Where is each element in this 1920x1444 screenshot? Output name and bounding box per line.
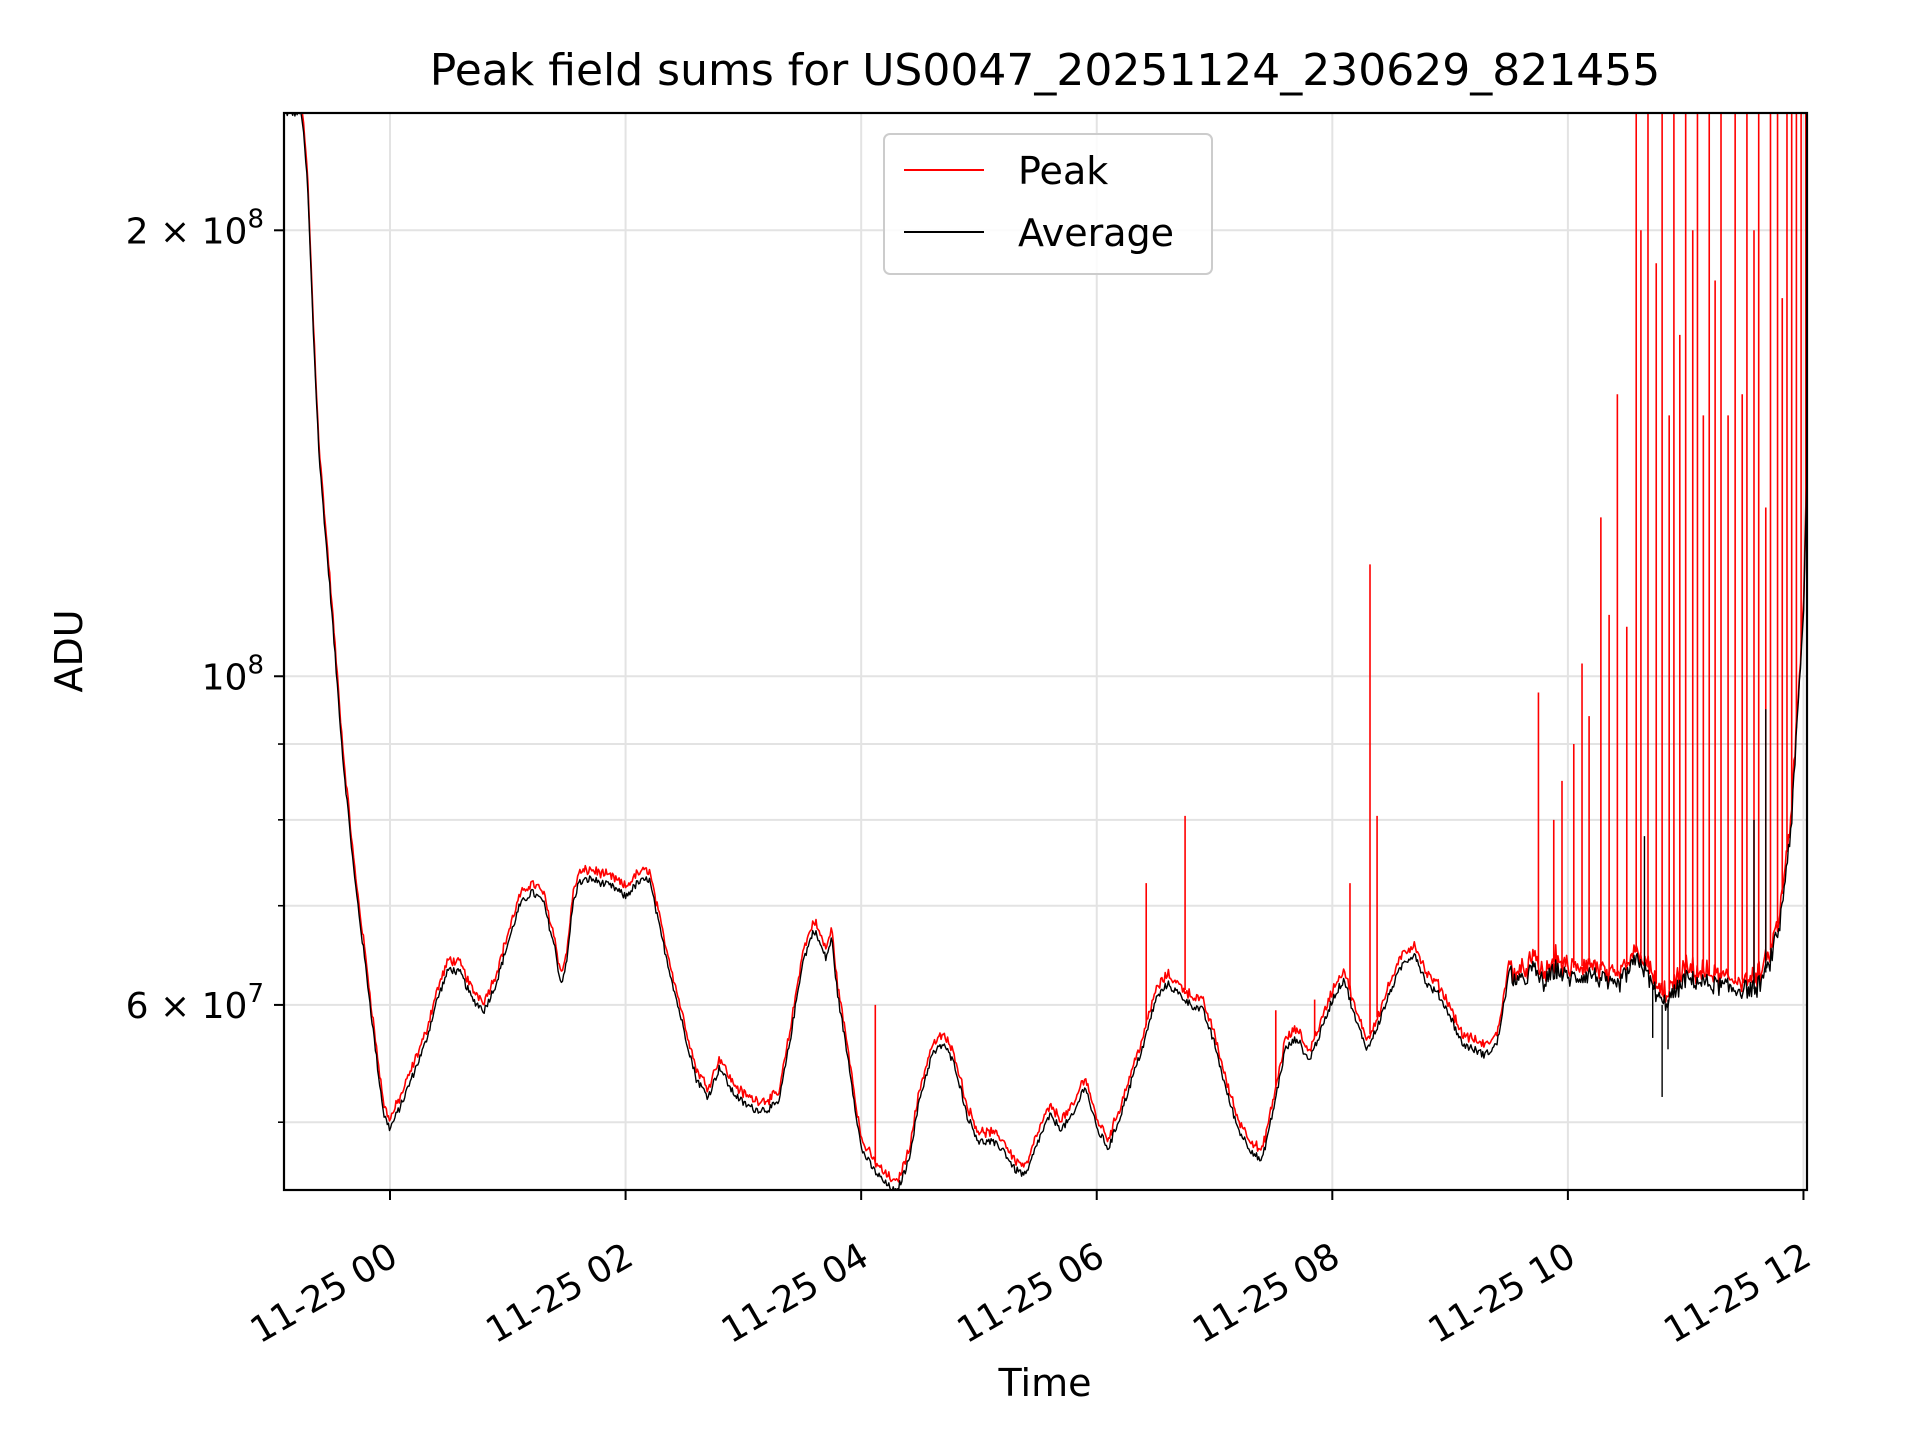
legend: Peak Average [883, 133, 1213, 275]
legend-label-peak: Peak [1018, 149, 1108, 193]
y-tick-times: × [149, 211, 202, 252]
y-tick-label: 6 × 107 [126, 979, 264, 1027]
y-tick-mantissa: 6 [126, 986, 149, 1027]
y-tick-exponent: 8 [247, 650, 264, 680]
x-axis-label: Time [998, 1361, 1092, 1405]
legend-label-average: Average [1018, 211, 1174, 255]
y-tick-base: 10 [202, 986, 248, 1027]
y-tick-label: 108 [202, 650, 264, 698]
series-layer [285, 113, 1807, 1190]
y-tick-exponent: 7 [247, 979, 264, 1009]
y-tick-base: 10 [202, 657, 248, 698]
y-tick-label: 2 × 108 [126, 204, 264, 252]
y-tick-base: 10 [202, 211, 248, 252]
y-axis-label: ADU [47, 609, 91, 692]
chart-title: Peak field sums for US0047_20251124_2306… [430, 45, 1660, 96]
y-tick-mantissa: 2 [126, 211, 149, 252]
average-series-line [285, 113, 1807, 1190]
plot-frame [282, 111, 1809, 1192]
peak-series-line [301, 113, 1807, 1183]
y-tick-exponent: 8 [247, 204, 264, 234]
y-tick-times: × [149, 986, 202, 1027]
